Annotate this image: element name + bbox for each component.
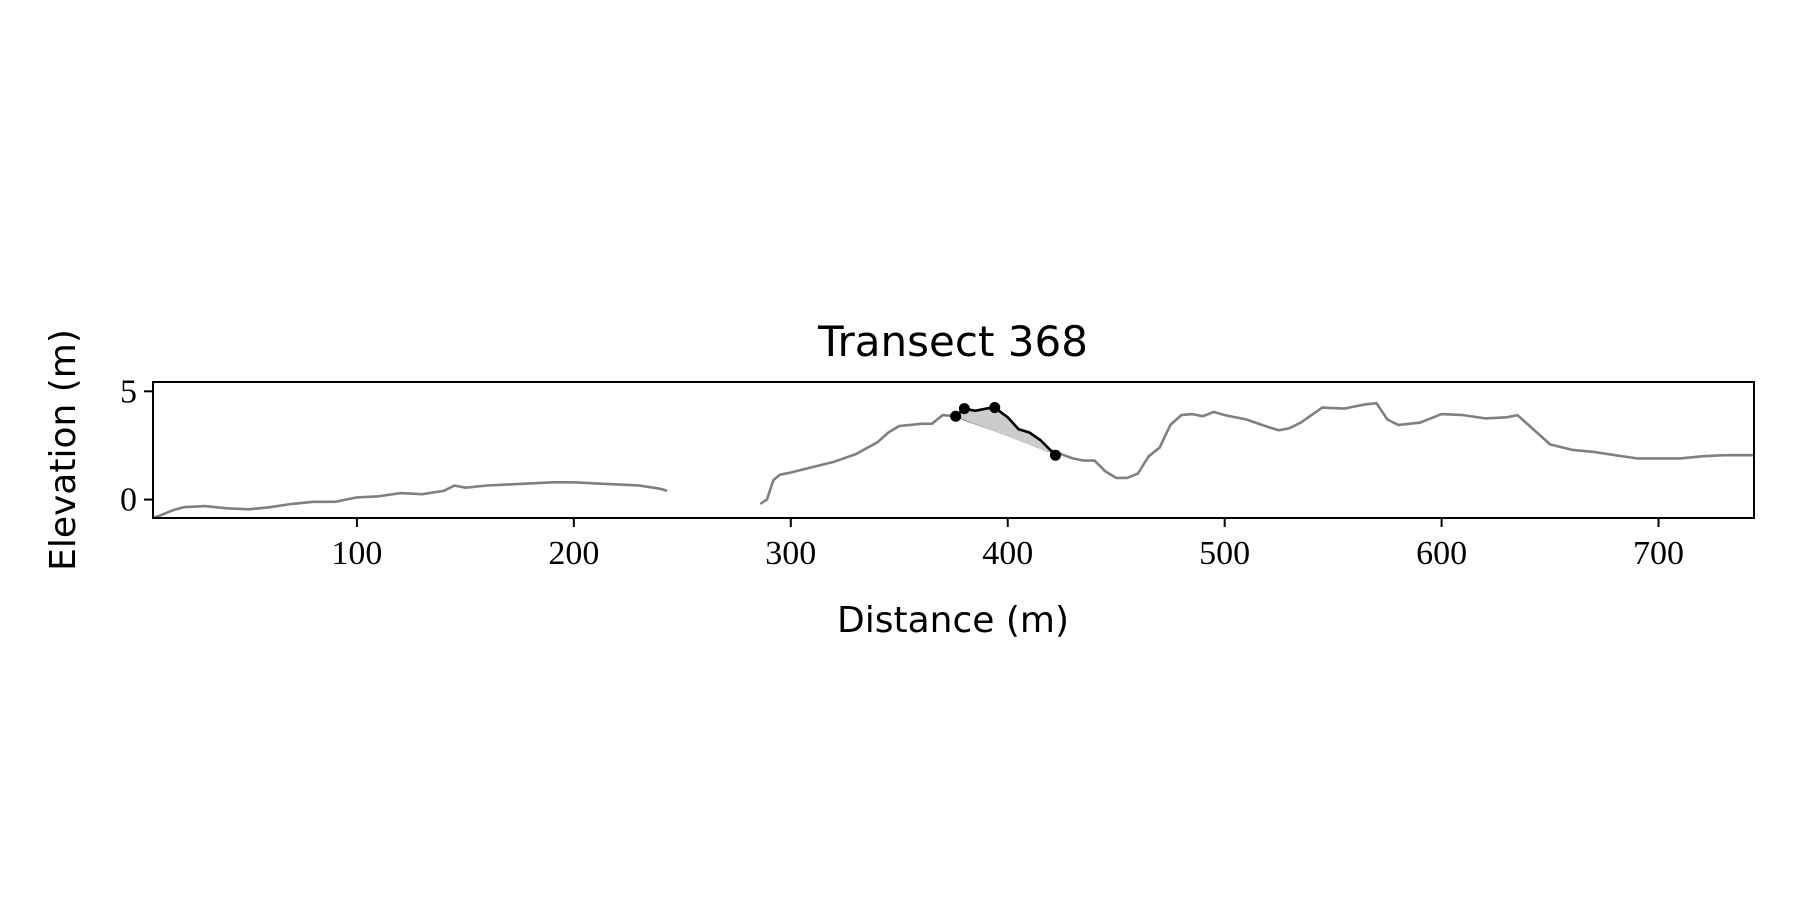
line xyxy=(954,406,1057,457)
x-tick-label: 600 xyxy=(1416,535,1467,572)
point xyxy=(1049,449,1061,461)
shaded-area xyxy=(955,407,1056,456)
plot-frame xyxy=(152,381,1755,519)
x-axis-label: Distance (m) xyxy=(837,600,1069,641)
x-tick-label: 300 xyxy=(765,535,816,572)
y-axis-label: Elevation (m) xyxy=(43,329,84,571)
x-tick-label: 400 xyxy=(982,535,1033,572)
line xyxy=(152,481,668,520)
y-tick-label: 5 xyxy=(120,373,137,410)
x-tick-label: 700 xyxy=(1633,535,1684,572)
x-tick-label: 500 xyxy=(1199,535,1250,572)
line xyxy=(759,401,1754,505)
x-tick-label: 100 xyxy=(331,535,382,572)
point xyxy=(958,403,970,415)
x-tick-label: 200 xyxy=(548,535,599,572)
point xyxy=(950,410,962,422)
point xyxy=(989,402,1001,414)
chart-title: Transect 368 xyxy=(817,317,1088,366)
y-tick-label: 0 xyxy=(120,482,137,519)
